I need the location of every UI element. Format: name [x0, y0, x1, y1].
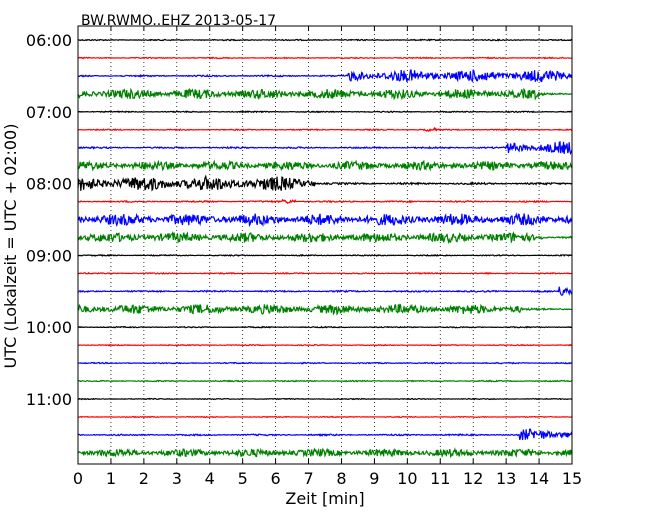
- y-tick-label: 11:00: [26, 390, 72, 409]
- trace-row-10: [77, 212, 573, 228]
- trace-row-6: [77, 140, 573, 156]
- trace-row-12: [77, 253, 573, 258]
- trace-row-7: [77, 159, 573, 172]
- x-tick-label: 5: [238, 469, 248, 488]
- x-axis-label: Zeit [min]: [285, 489, 364, 508]
- y-tick-label: 07:00: [26, 103, 72, 122]
- trace-row-18: [77, 361, 573, 365]
- trace-row-20: [77, 397, 573, 401]
- trace-row-5: [77, 126, 573, 132]
- x-tick-label: 13: [496, 469, 516, 488]
- x-tick-label: 3: [172, 469, 182, 488]
- x-tick-label: 8: [336, 469, 346, 488]
- y-tick-label: 06:00: [26, 31, 72, 50]
- trace-row-15: [77, 303, 573, 316]
- trace-row-4: [77, 110, 573, 114]
- plot-frame: [77, 25, 573, 465]
- trace-row-21: [77, 415, 573, 419]
- trace-row-23: [77, 447, 573, 459]
- y-tick-label: 09:00: [26, 246, 72, 265]
- trace-row-16: [77, 325, 573, 329]
- y-axis: 06:00 07:00 08:00 09:00 10:00 11:00: [26, 31, 572, 409]
- x-axis: 0 1 2 3 4 5 6 7 8 9 10 11 12 13 14 15: [73, 26, 582, 488]
- x-tick-label: 1: [106, 469, 116, 488]
- y-axis-label: UTC (Lokalzeit = UTC + 02:00): [1, 124, 20, 369]
- trace-row-2: [77, 69, 573, 83]
- x-tick-label: 14: [529, 469, 549, 488]
- x-tick-label: 11: [430, 469, 450, 488]
- x-tick-label: 9: [369, 469, 379, 488]
- x-tick-label: 15: [562, 469, 582, 488]
- chart-title: BW.RWMO..EHZ 2013-05-17: [81, 13, 276, 29]
- x-tick-label: 12: [463, 469, 483, 488]
- trace-row-19: [77, 379, 573, 383]
- x-tick-label: 2: [139, 469, 149, 488]
- trace-row-3: [77, 87, 573, 101]
- y-tick-label: 08:00: [26, 175, 72, 194]
- trace-row-11: [77, 230, 573, 245]
- x-tick-label: 6: [271, 469, 281, 488]
- x-tick-label: 10: [397, 469, 417, 488]
- trace-row-22: [77, 428, 573, 441]
- trace-row-17: [77, 343, 573, 347]
- trace-row-14: [77, 286, 573, 297]
- traces: [77, 38, 573, 459]
- trace-row-1: [77, 56, 573, 60]
- trace-row-0: [77, 38, 572, 42]
- trace-row-13: [77, 271, 573, 275]
- x-tick-label: 7: [303, 469, 313, 488]
- trace-row-8: [77, 174, 573, 192]
- x-tick-label: 0: [73, 469, 83, 488]
- trace-row-9: [77, 198, 573, 205]
- x-tick-label: 4: [205, 469, 215, 488]
- y-tick-label: 10:00: [26, 318, 72, 337]
